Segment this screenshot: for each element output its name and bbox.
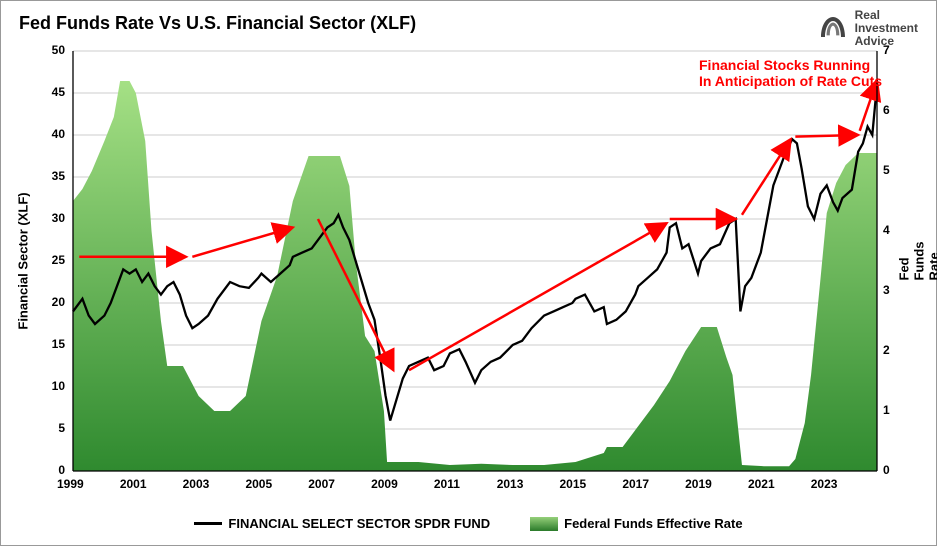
legend-area-swatch — [530, 517, 558, 531]
x-tick: 2001 — [120, 477, 147, 491]
x-tick: 2023 — [811, 477, 838, 491]
y-right-tick: 6 — [883, 103, 890, 117]
x-tick: 2021 — [748, 477, 775, 491]
x-tick: 2013 — [497, 477, 524, 491]
y-left-tick: 45 — [52, 85, 65, 99]
legend-area-label: Federal Funds Effective Rate — [564, 516, 742, 531]
y-right-tick: 7 — [883, 43, 890, 57]
y-right-axis-label: Fed Funds Rate — [897, 242, 937, 281]
y-right-tick: 4 — [883, 223, 890, 237]
annotation-line2: In Anticipation of Rate Cuts — [699, 73, 882, 89]
y-left-tick: 30 — [52, 211, 65, 225]
x-tick: 2009 — [371, 477, 398, 491]
chart-container: Fed Funds Rate Vs U.S. Financial Sector … — [0, 0, 937, 546]
y-right-tick: 2 — [883, 343, 890, 357]
legend-item-line: FINANCIAL SELECT SECTOR SPDR FUND — [194, 516, 490, 531]
legend-line-swatch — [194, 522, 222, 525]
y-left-tick: 10 — [52, 379, 65, 393]
x-tick: 1999 — [57, 477, 84, 491]
y-left-axis-label: Financial Sector (XLF) — [16, 192, 31, 329]
legend-line-label: FINANCIAL SELECT SECTOR SPDR FUND — [228, 516, 490, 531]
y-left-tick: 5 — [58, 421, 65, 435]
y-left-tick: 15 — [52, 337, 65, 351]
legend-item-area: Federal Funds Effective Rate — [530, 516, 742, 531]
y-left-tick: 35 — [52, 169, 65, 183]
annotation-line1: Financial Stocks Running — [699, 57, 870, 73]
x-tick: 2019 — [685, 477, 712, 491]
x-tick: 2007 — [308, 477, 335, 491]
x-tick: 2017 — [622, 477, 649, 491]
y-right-tick: 0 — [883, 463, 890, 477]
y-right-tick: 5 — [883, 163, 890, 177]
y-left-tick: 40 — [52, 127, 65, 141]
y-left-tick: 50 — [52, 43, 65, 57]
y-left-tick: 25 — [52, 253, 65, 267]
x-tick: 2005 — [245, 477, 272, 491]
annotation-text: Financial Stocks Running In Anticipation… — [699, 57, 882, 89]
x-tick: 2003 — [183, 477, 210, 491]
y-left-tick: 20 — [52, 295, 65, 309]
x-tick: 2015 — [560, 477, 587, 491]
x-tick: 2011 — [434, 477, 460, 491]
legend: FINANCIAL SELECT SECTOR SPDR FUND Federa… — [1, 516, 936, 531]
y-left-tick: 0 — [58, 463, 65, 477]
y-right-tick: 3 — [883, 283, 890, 297]
y-right-tick: 1 — [883, 403, 890, 417]
